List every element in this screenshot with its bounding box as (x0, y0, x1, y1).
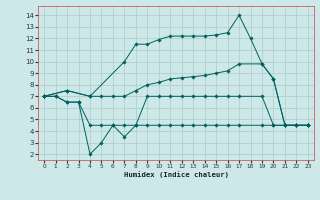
X-axis label: Humidex (Indice chaleur): Humidex (Indice chaleur) (124, 171, 228, 178)
